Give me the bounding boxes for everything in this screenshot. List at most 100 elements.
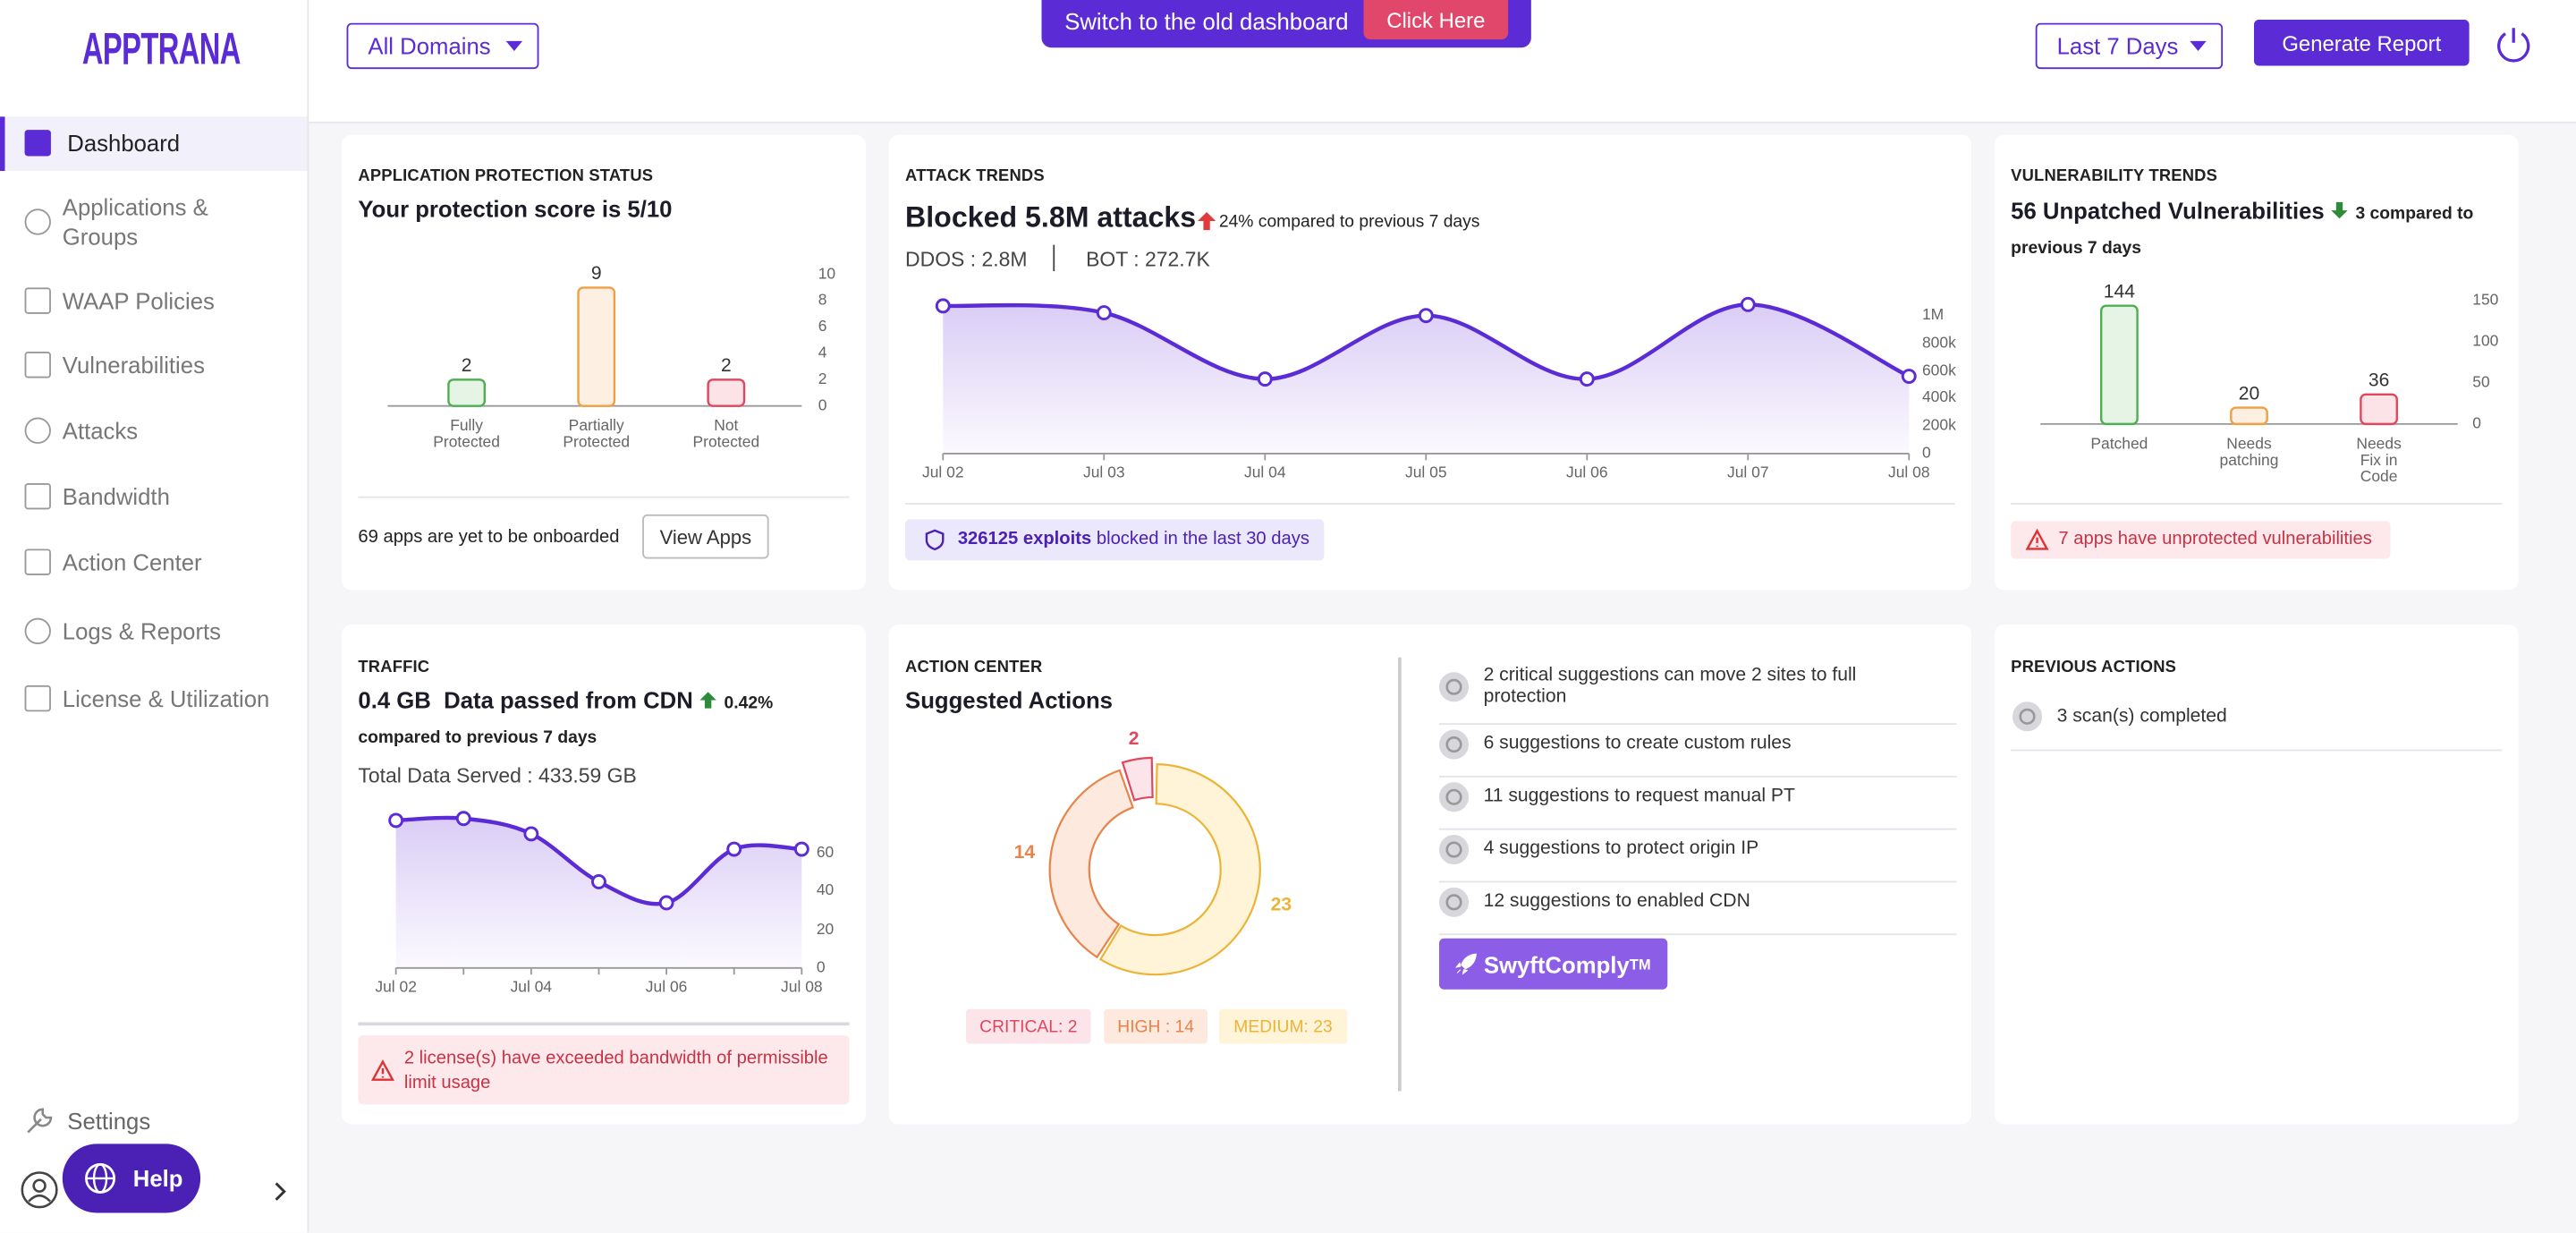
x-tick-label: Needs patching (2219, 435, 2279, 471)
x-tick-label: Jul 02 (921, 463, 964, 483)
attack-delta: 24% compared to previous 7 days (1218, 211, 1480, 232)
domain-filter-label: All Domains (368, 32, 491, 60)
help-label: Help (132, 1165, 183, 1192)
power-button[interactable] (2494, 25, 2533, 64)
settings-icon (27, 1108, 53, 1134)
expand-icon[interactable] (271, 1182, 291, 1202)
alert-text: 2 license(s) have exceeded bandwidth of … (403, 1048, 828, 1093)
banner-button[interactable]: Click Here (1363, 0, 1509, 40)
logo[interactable]: APPTRANA (81, 24, 242, 74)
shield-icon (925, 529, 945, 551)
y-tick-label: 100 (2472, 332, 2499, 352)
suggestion-text: 4 suggestions to protect origin IP (1483, 838, 1759, 859)
card-label: TRAFFIC (358, 659, 430, 677)
x-tick-label: Jul 04 (1243, 463, 1286, 483)
legend-label: MEDIUM: 23 (1233, 1016, 1333, 1037)
bot-total: BOT : 272.7K (1086, 248, 1210, 272)
separator (1053, 244, 1055, 272)
suggestion-text: 2 critical suggestions can move 2 sites … (1483, 665, 1857, 707)
down-arrow (2331, 201, 2349, 219)
y-tick-label: 0 (816, 958, 826, 977)
report-button[interactable]: Generate Report (2253, 20, 2470, 66)
active-nav-bar (0, 116, 5, 172)
view-apps-button[interactable]: View Apps (642, 514, 769, 559)
divider (2011, 503, 2503, 505)
y-tick-label: 150 (2472, 292, 2499, 310)
nav-icon (24, 130, 51, 157)
globe-icon (85, 1162, 116, 1194)
alert-box (358, 1035, 850, 1105)
divider (358, 496, 850, 498)
active-nav-bg (0, 116, 308, 172)
y-tick-label: 800k (1921, 334, 1956, 353)
suggestion-icon (1438, 887, 1470, 917)
y-tick-label: 600k (1921, 361, 1956, 380)
value-label: 36 (2368, 371, 2390, 392)
nav-item[interactable]: Bandwidth (62, 482, 170, 510)
settings-link[interactable]: Settings (67, 1107, 151, 1135)
banner-text: Switch to the old dashboard (1064, 8, 1349, 35)
alert-text: 7 apps have unprotected vulnerabilities (2058, 529, 2372, 549)
card-title: Your protection score is 5/10 (358, 195, 673, 222)
nav-icon (24, 482, 51, 510)
nav-item[interactable]: WAAP Policies (62, 287, 215, 314)
x-tick-label: Needs Fix in Code (2356, 435, 2402, 487)
nav-item[interactable]: Vulnerabilities (62, 352, 205, 378)
y-tick-label: 60 (816, 844, 835, 863)
up-arrow (1197, 211, 1216, 231)
nav-item[interactable]: Applications & Groups (62, 193, 208, 251)
nav-item[interactable]: Action Center (62, 548, 202, 575)
legend-label: CRITICAL: 2 (979, 1016, 1078, 1037)
nav-icon (24, 617, 51, 644)
y-tick-label: 6 (818, 318, 827, 336)
y-tick-label: 1M (1921, 306, 1945, 325)
y-tick-label: 0 (1921, 444, 1931, 463)
y-tick-label: 0 (818, 396, 827, 415)
ddos-total: DDOS : 2.8M (905, 248, 1028, 272)
value-label: 23 (1270, 896, 1292, 916)
avatar[interactable] (20, 1170, 59, 1210)
swyftcomply-button[interactable]: SwyftComply TM (1438, 938, 1668, 990)
domain-filter[interactable]: All Domains (346, 22, 539, 70)
y-tick-label: 2 (818, 370, 827, 389)
x-tick-label: Patched (2090, 435, 2148, 454)
nav-icon (24, 685, 51, 712)
divider (1438, 775, 1957, 778)
y-tick-label: 10 (818, 265, 836, 284)
traffic-delta: 0.42% compared to previous 7 days (358, 693, 774, 748)
divider (358, 1022, 850, 1026)
divider (905, 503, 1955, 505)
suggestion-icon (1438, 835, 1470, 865)
help-button[interactable]: Help (62, 1144, 201, 1213)
x-tick-label: Not Protected (692, 417, 760, 453)
nav-icon (24, 548, 51, 575)
x-tick-label: Jul 04 (510, 978, 553, 997)
action-icon (2012, 702, 2043, 732)
x-tick-label: Jul 07 (1726, 463, 1769, 483)
nav-item[interactable]: Dashboard (67, 130, 181, 157)
action-text: 3 scan(s) completed (2056, 706, 2227, 727)
y-tick-label: 20 (816, 920, 835, 940)
card-title: Blocked 5.8M attacks (905, 200, 1197, 234)
value-label: 9 (590, 264, 602, 285)
alert-chip (2011, 521, 2391, 559)
vulnerability-delta: 3 compared to previous 7 days (2011, 203, 2474, 259)
total-served: Total Data Served : 433.59 GB (358, 764, 637, 787)
previous-card (1994, 624, 2519, 1125)
divider (1438, 880, 1957, 883)
exploits-note: blocked in the last 30 days (1096, 529, 1309, 549)
x-tick-label: Jul 05 (1404, 463, 1447, 483)
x-tick-label: Fully Protected (433, 417, 500, 453)
nav-item[interactable]: Attacks (62, 417, 139, 444)
nav-item[interactable]: Logs & Reports (62, 617, 222, 644)
card-label: VULNERABILITY TRENDS (2011, 167, 2218, 186)
onboard-note: 69 apps are yet to be onboarded (358, 527, 620, 548)
value-label: 20 (2238, 384, 2260, 404)
y-tick-label: 400k (1921, 389, 1956, 408)
exploits-text: 326125 exploits blocked in the last 30 d… (958, 529, 1309, 548)
nav-icon (24, 208, 51, 235)
date-filter[interactable]: Last 7 Days (2035, 22, 2224, 70)
nav-item[interactable]: License & Utilization (62, 685, 270, 712)
